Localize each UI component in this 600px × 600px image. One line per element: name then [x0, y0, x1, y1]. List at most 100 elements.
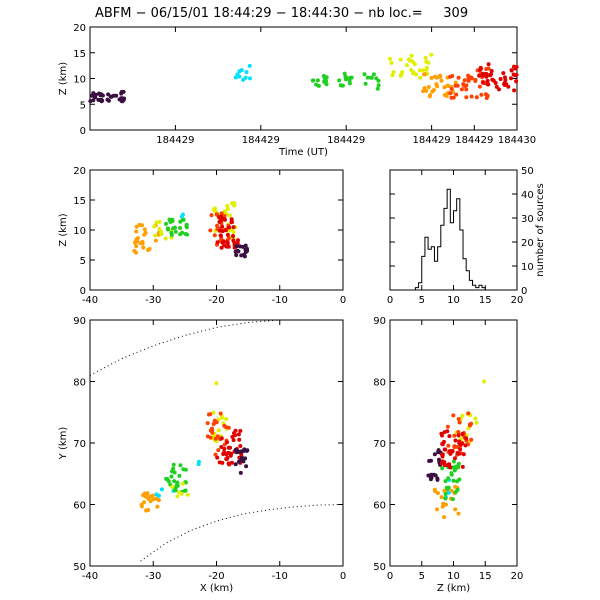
source-point: [398, 57, 403, 62]
source-point: [421, 89, 426, 94]
source-point: [225, 203, 230, 208]
source-point: [462, 78, 467, 83]
source-point: [214, 381, 219, 386]
x-tick-label: 15: [479, 295, 492, 306]
source-point: [452, 468, 457, 473]
source-point: [451, 95, 456, 100]
source-point: [217, 220, 222, 224]
source-point: [231, 230, 236, 235]
source-point: [390, 73, 395, 78]
source-point: [243, 456, 248, 461]
source-point: [460, 464, 465, 469]
source-point: [164, 221, 168, 226]
y-tick-label: 15: [73, 49, 86, 60]
source-point: [345, 76, 349, 81]
source-point: [388, 56, 392, 61]
source-point: [315, 78, 320, 83]
source-point: [479, 92, 484, 97]
source-point: [220, 229, 225, 234]
source-point: [236, 432, 241, 437]
source-point: [506, 84, 511, 89]
source-point: [119, 90, 124, 95]
source-point: [443, 496, 448, 501]
source-point: [235, 241, 240, 246]
source-point: [461, 452, 466, 457]
source-point: [513, 66, 518, 71]
time-height-y-axis-label: Z (km): [58, 62, 69, 95]
source-point: [224, 425, 229, 430]
source-point: [212, 233, 217, 238]
range-arc: [140, 504, 344, 562]
source-point: [159, 232, 164, 237]
source-point: [466, 76, 471, 81]
source-point: [219, 211, 224, 216]
x-tick-label: 0: [340, 295, 346, 306]
source-point: [426, 85, 431, 89]
source-point: [422, 72, 427, 77]
y-tick-label: 60: [73, 501, 86, 512]
source-point: [134, 244, 139, 249]
source-point: [239, 253, 244, 258]
source-point: [429, 458, 433, 463]
source-point: [483, 92, 488, 97]
source-point: [93, 95, 98, 100]
source-point: [436, 491, 440, 496]
source-point: [227, 213, 232, 218]
source-point: [225, 232, 230, 237]
source-point: [173, 229, 178, 234]
histogram-y-axis-label: number of sources: [535, 183, 546, 276]
source-point: [181, 217, 186, 222]
source-point: [439, 452, 444, 457]
source-point: [181, 467, 186, 472]
source-point: [180, 230, 185, 235]
source-point: [466, 411, 471, 416]
xy-panel: -40 -30 -20 -10 0 50 60 70 80 90 X (km) Y (km): [58, 316, 346, 594]
source-point: [457, 420, 462, 425]
source-point: [469, 437, 474, 442]
source-point: [140, 239, 145, 244]
source-point: [448, 91, 453, 96]
source-point: [243, 247, 248, 252]
source-point: [220, 240, 225, 245]
source-point: [173, 225, 177, 230]
source-point: [456, 417, 461, 421]
source-point: [227, 461, 232, 466]
source-point: [140, 223, 144, 228]
source-point: [456, 511, 461, 516]
source-point: [443, 479, 448, 484]
x-tick-label: 184429: [156, 135, 194, 146]
source-point: [452, 433, 457, 438]
xy-y-axis-label: Y (km): [58, 427, 69, 461]
y-tick-label: 0: [521, 286, 527, 297]
source-point: [469, 76, 474, 81]
source-point: [438, 74, 443, 79]
time-height-frame: [89, 26, 518, 131]
source-point: [339, 83, 344, 88]
source-point: [449, 86, 454, 91]
source-point: [215, 455, 220, 460]
source-point: [490, 77, 495, 82]
source-point: [182, 488, 187, 493]
source-point: [429, 472, 434, 477]
source-point: [502, 82, 507, 87]
source-point: [400, 70, 405, 74]
source-point: [457, 477, 462, 482]
y-tick-label: 70: [373, 439, 386, 450]
source-point: [347, 81, 352, 86]
source-point: [221, 216, 226, 221]
time-height-x-axis-label: Time (UT): [278, 147, 328, 158]
source-point: [213, 452, 218, 457]
source-point: [217, 228, 222, 233]
source-point: [432, 487, 437, 492]
source-point: [163, 236, 168, 241]
source-point: [134, 224, 139, 229]
source-point: [106, 98, 111, 103]
source-point: [362, 72, 367, 77]
source-point: [473, 77, 478, 82]
source-point: [90, 93, 94, 98]
source-point: [99, 92, 104, 97]
source-point: [142, 227, 147, 232]
figure-title: ABFM − 06/15/01 18:44:29 − 18:44:30 − nb…: [95, 6, 468, 21]
source-point: [407, 58, 412, 63]
